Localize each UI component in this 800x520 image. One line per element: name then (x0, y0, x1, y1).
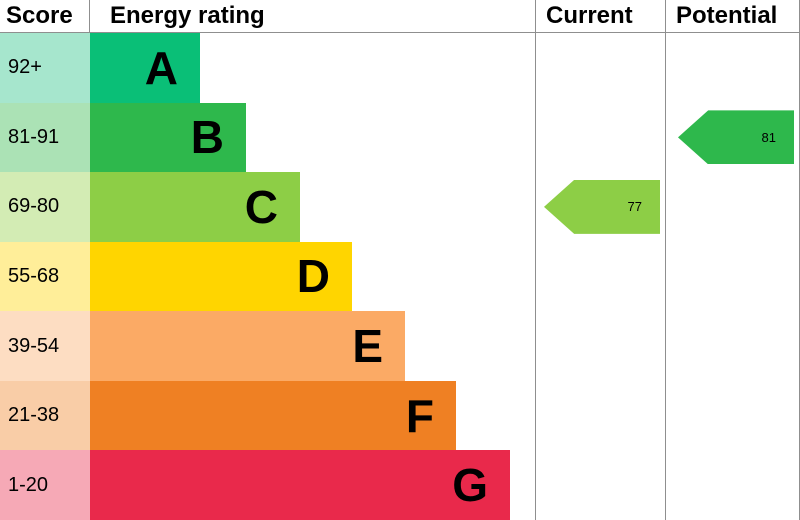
header-energy-rating: Energy rating (90, 0, 535, 33)
potential-cell-c (665, 172, 800, 242)
band-letter-a: A (144, 41, 178, 94)
current-cell-g (535, 450, 665, 520)
potential-cell-a (665, 33, 800, 103)
header-current: Current (535, 0, 665, 33)
score-range-g: 1-20 (0, 450, 90, 520)
score-range-b: 81-91 (0, 102, 90, 173)
current-cell-a (535, 33, 665, 103)
score-range-d: 55-68 (0, 241, 90, 312)
bar-cell-g: G (90, 450, 535, 520)
band-bar-c: C (90, 172, 300, 242)
bar-cell-c: C (90, 172, 535, 242)
current-rating-value: 77 (627, 199, 642, 215)
band-letter-b: B (190, 111, 224, 164)
band-letter-d: D (296, 250, 330, 303)
header-score: Score (0, 0, 90, 33)
score-range-c: 69-80 (0, 172, 90, 242)
bar-cell-a: A (90, 33, 535, 103)
bar-cell-b: B (90, 102, 535, 173)
bar-cell-d: D (90, 241, 535, 312)
band-bar-f: F (90, 380, 456, 451)
potential-rating-arrow: 81 (678, 110, 794, 165)
band-bar-g: G (90, 450, 510, 520)
current-cell-c: 77 (535, 172, 665, 242)
band-letter-g: G (452, 459, 488, 512)
current-cell-b (535, 102, 665, 173)
band-letter-e: E (352, 320, 383, 373)
potential-cell-b: 81 (665, 102, 800, 173)
band-letter-c: C (244, 180, 278, 233)
band-bar-a: A (90, 33, 200, 103)
score-range-f: 21-38 (0, 380, 90, 451)
current-cell-f (535, 380, 665, 451)
potential-cell-g (665, 450, 800, 520)
bar-cell-f: F (90, 380, 535, 451)
band-letter-f: F (405, 389, 434, 442)
band-bar-b: B (90, 102, 246, 173)
band-bar-e: E (90, 311, 405, 381)
score-range-a: 92+ (0, 33, 90, 103)
current-cell-e (535, 311, 665, 381)
current-rating-arrow: 77 (544, 179, 660, 234)
potential-cell-d (665, 241, 800, 312)
bar-cell-e: E (90, 311, 535, 381)
potential-cell-f (665, 380, 800, 451)
score-range-e: 39-54 (0, 311, 90, 381)
band-bar-d: D (90, 241, 352, 312)
current-cell-d (535, 241, 665, 312)
potential-cell-e (665, 311, 800, 381)
potential-rating-value: 81 (761, 129, 776, 145)
header-potential: Potential (665, 0, 800, 33)
